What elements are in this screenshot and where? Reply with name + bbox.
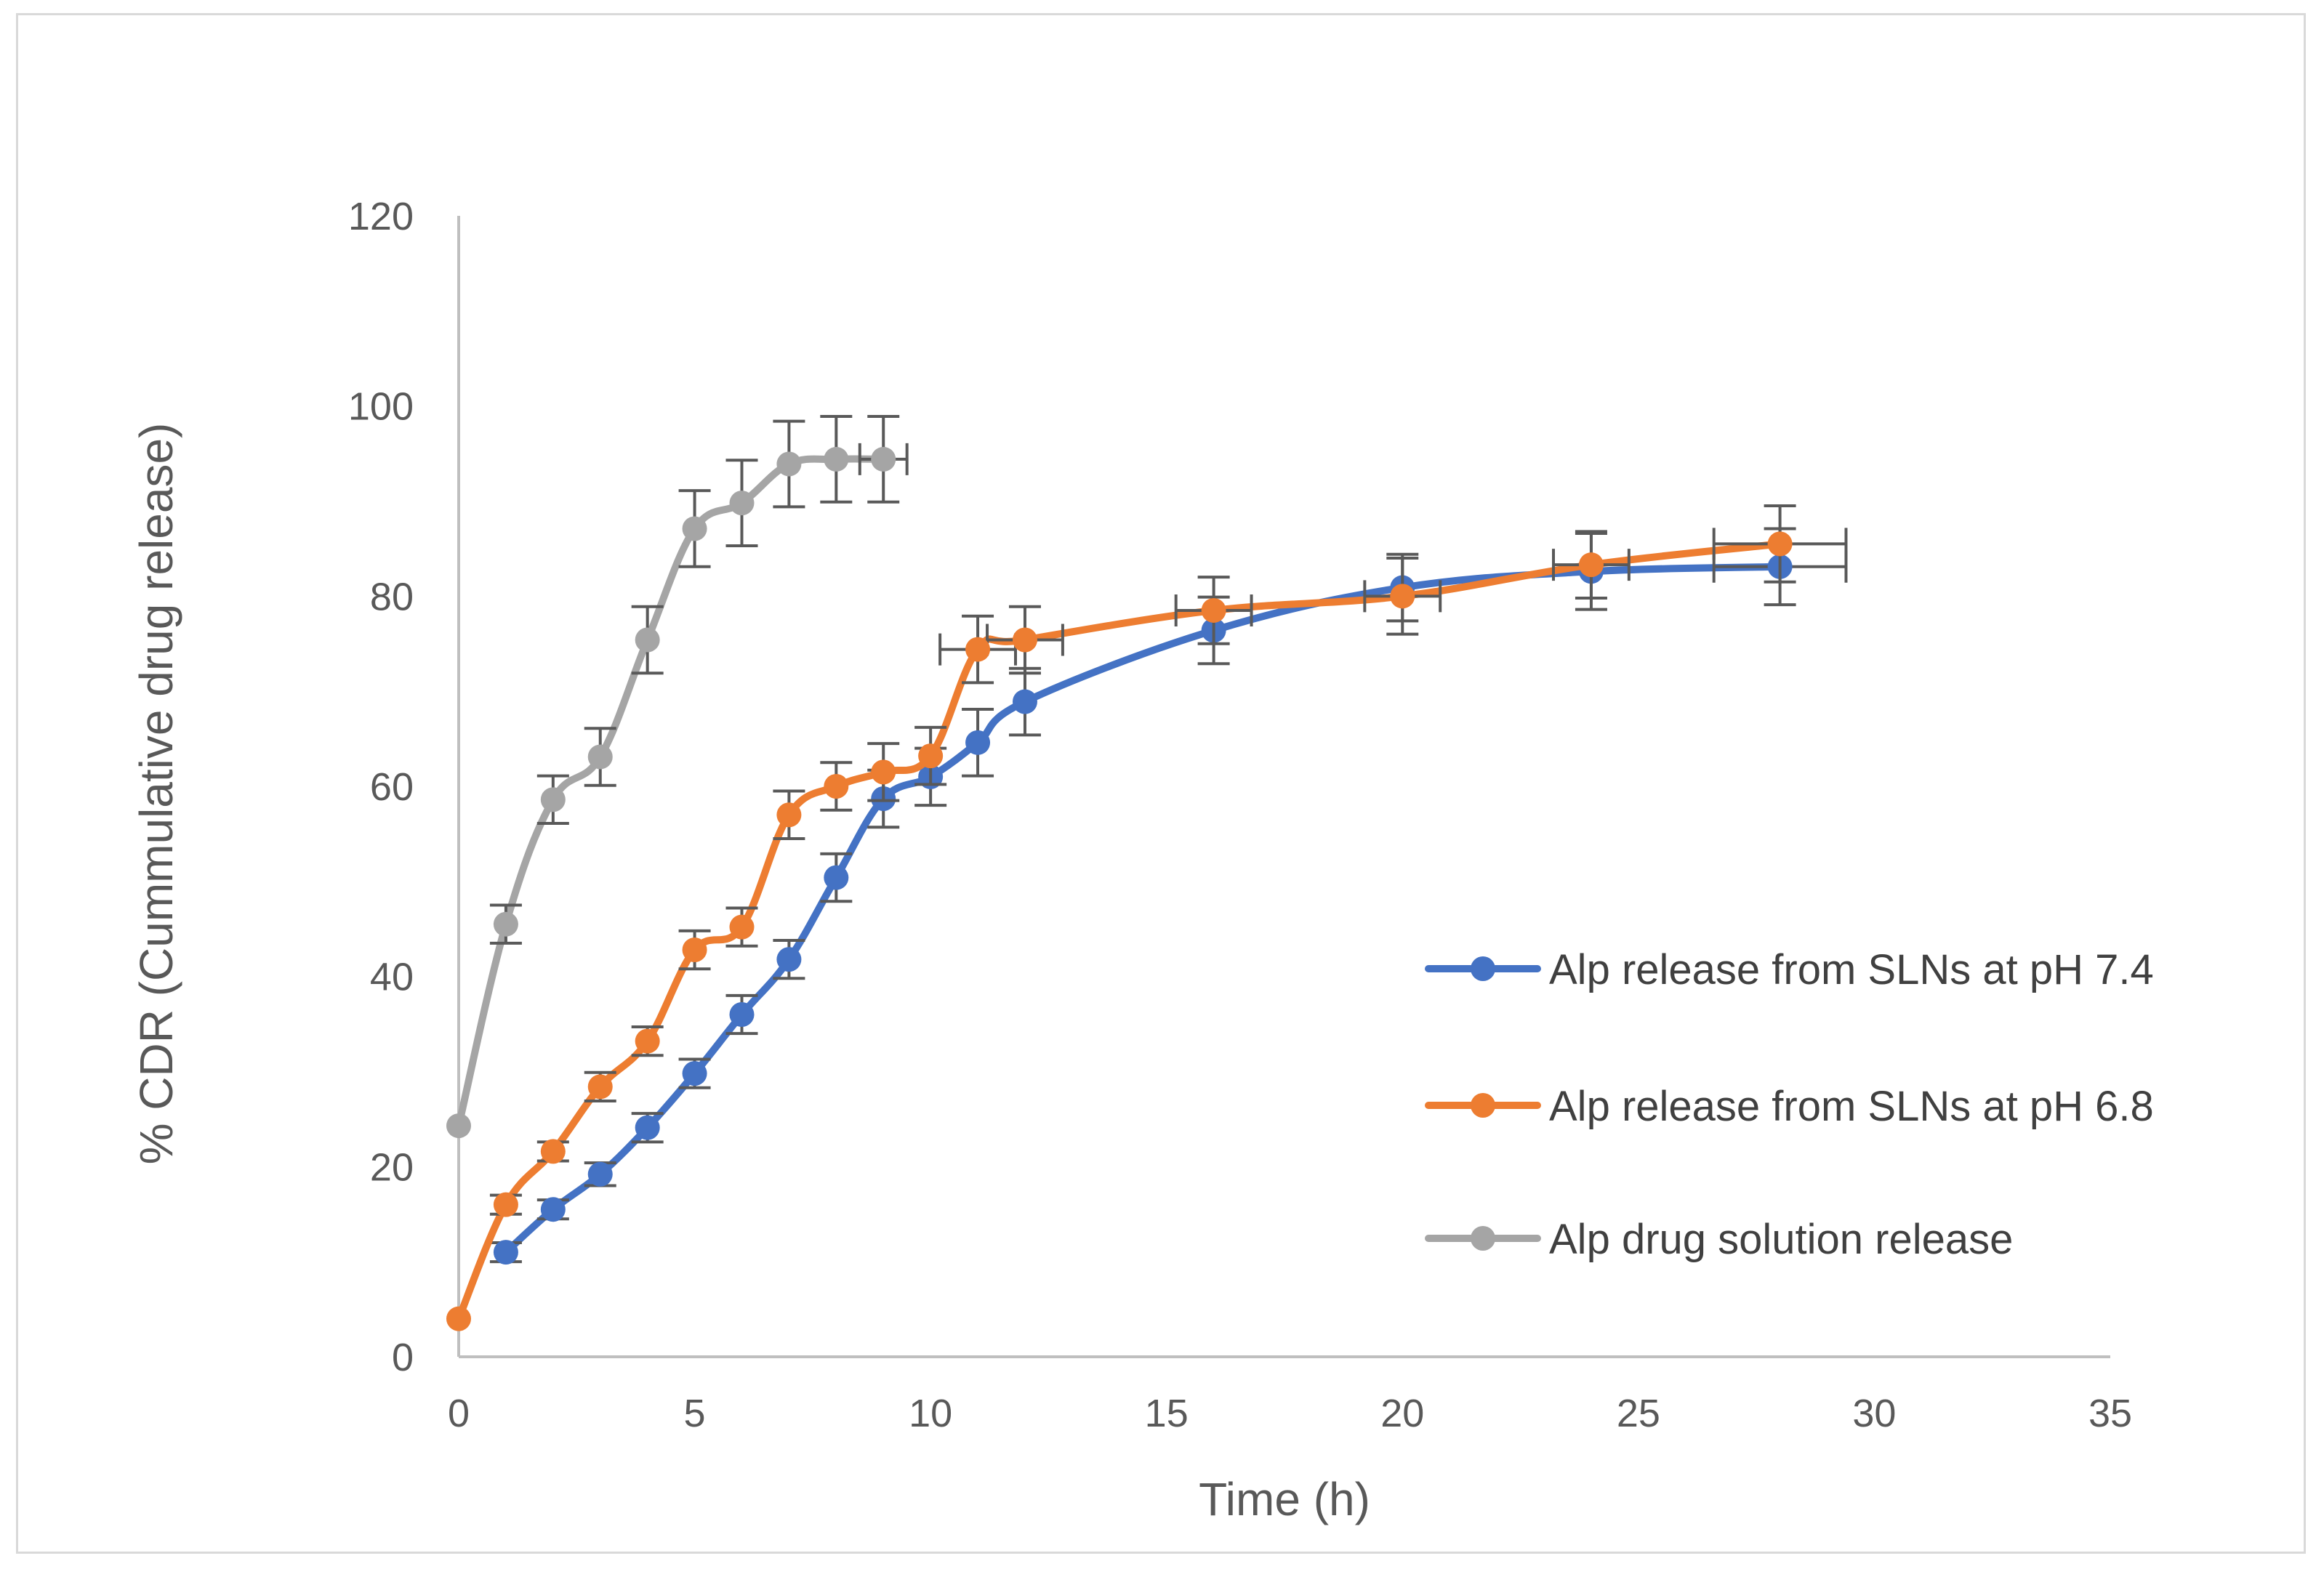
x-tick-label: 35 (2088, 1392, 2132, 1435)
data-point (1201, 597, 1226, 623)
legend: Alp release from SLNs at pH 7.4 Alp relea… (1425, 946, 2154, 1263)
data-point (587, 1074, 613, 1100)
x-tick-label: 30 (1852, 1392, 1896, 1435)
data-point (965, 730, 991, 755)
series-layer (446, 415, 1848, 1331)
series-0 (489, 527, 1848, 1265)
x-axis-title: Time (h) (1199, 1473, 1370, 1525)
legend-marker (1471, 1226, 1495, 1251)
legend-label: Alp drug solution release (1549, 1216, 2013, 1263)
data-point (587, 1161, 613, 1187)
legend-label: Alp release from SLNs at pH 6.8 (1549, 1083, 2154, 1130)
data-point (540, 1197, 566, 1222)
data-point (965, 637, 991, 662)
data-point (776, 802, 802, 828)
series-2 (446, 415, 909, 1139)
x-tick-label: 15 (1145, 1392, 1189, 1435)
y-tick-label: 20 (370, 1145, 414, 1189)
data-point (540, 1139, 566, 1164)
axes (457, 216, 2110, 1358)
data-point (682, 516, 707, 541)
data-point (1767, 531, 1793, 557)
data-point (824, 774, 849, 799)
legend-item: Alp release from SLNs at pH 7.4 (1425, 946, 2154, 993)
y-tick-label: 60 (370, 765, 414, 809)
data-point (1012, 689, 1037, 714)
y-tick-label: 80 (370, 575, 414, 618)
data-point (587, 744, 613, 770)
legend-marker (1471, 956, 1495, 981)
data-point (635, 1115, 660, 1140)
data-point (871, 446, 896, 472)
data-point (1012, 627, 1037, 653)
series-line (502, 562, 1784, 1257)
data-point (682, 1061, 707, 1086)
data-point (1390, 584, 1415, 609)
data-point (729, 1002, 755, 1027)
y-tick-label: 100 (348, 385, 414, 429)
chart-frame: 0 5 10 15 20 25 30 35 0 20 40 60 80 100 120 Alp releas… (16, 13, 2306, 1554)
legend-label: Alp release from SLNs at pH 7.4 (1549, 946, 2154, 993)
data-point (493, 911, 518, 937)
y-tick-label: 0 (392, 1336, 414, 1379)
data-point (776, 451, 802, 477)
data-point (729, 491, 755, 516)
y-tick-label: 40 (370, 956, 414, 999)
data-point (871, 759, 896, 785)
data-point (635, 627, 660, 653)
data-point (446, 1306, 471, 1331)
data-point (493, 1240, 518, 1265)
x-tick-label: 25 (1617, 1392, 1660, 1435)
chart-svg: 0 5 10 15 20 25 30 35 0 20 40 60 80 100 120 Alp releas… (130, 195, 2154, 1525)
x-tick-label: 0 (448, 1392, 470, 1435)
data-point (824, 446, 849, 472)
data-point (776, 947, 802, 972)
data-point (729, 914, 755, 940)
x-tick-label: 5 (684, 1392, 706, 1435)
data-point (1578, 552, 1604, 578)
tick-labels: 0 5 10 15 20 25 30 35 0 20 40 60 80 100 120 (348, 195, 2132, 1435)
series-1 (446, 504, 1848, 1331)
data-point (824, 865, 849, 890)
y-tick-label: 120 (348, 195, 414, 238)
data-point (682, 937, 707, 963)
data-point (635, 1028, 660, 1054)
legend-item: Alp release from SLNs at pH 6.8 (1425, 1083, 2154, 1130)
x-tick-label: 10 (909, 1392, 952, 1435)
x-tick-label: 20 (1380, 1392, 1424, 1435)
legend-marker (1471, 1093, 1495, 1118)
data-point (493, 1192, 518, 1217)
y-axis-title: % CDR (Cummulative drug release) (130, 423, 182, 1165)
data-point (918, 743, 944, 769)
legend-item: Alp drug solution release (1425, 1216, 2013, 1263)
data-point (446, 1113, 471, 1139)
data-point (540, 787, 566, 812)
